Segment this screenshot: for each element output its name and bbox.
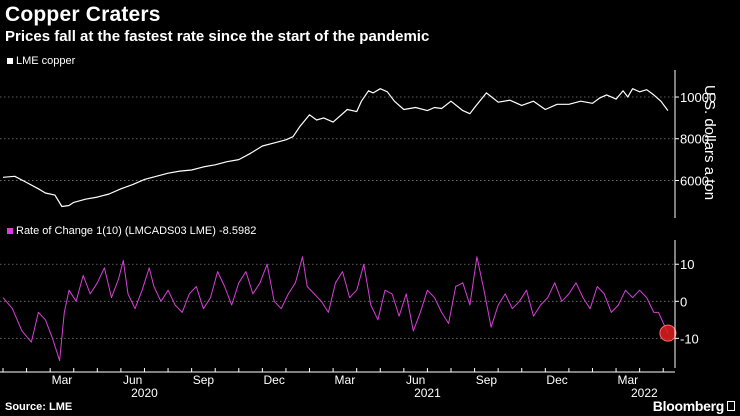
x-month-label: Sep — [193, 373, 215, 387]
copper-price-y-tick-label: 10000 — [680, 90, 716, 105]
price-legend-label: LME copper — [16, 55, 76, 67]
x-month-label: Sep — [476, 373, 498, 387]
x-year-label: 2021 — [414, 386, 441, 400]
roc-legend-swatch — [7, 228, 13, 234]
x-month-label: Dec — [263, 373, 284, 387]
price-y-axis-label: U.S. dollars a ton — [701, 85, 718, 200]
rate-of-change-series-line — [2, 256, 669, 362]
rate-of-change-y-tick-label: 10 — [680, 257, 694, 272]
rate-of-change-y-tick-label: 0 — [680, 294, 687, 309]
x-year-label: 2020 — [131, 386, 158, 400]
copper-price-y-tick-label: 8000 — [680, 132, 709, 147]
source-note: Source: LME — [5, 401, 73, 413]
chart-subtitle: Prices fall at the fastest rate since th… — [5, 28, 430, 45]
x-year-label: 2022 — [631, 386, 658, 400]
x-month-label: Mar — [52, 373, 73, 387]
x-month-label: Jun — [406, 373, 425, 387]
x-month-label: Mar — [335, 373, 356, 387]
price-legend-swatch — [7, 58, 13, 64]
x-month-label: Jun — [123, 373, 142, 387]
x-month-label: Dec — [546, 373, 567, 387]
roc-legend-label: Rate of Change 1(10) (LMCADS03 LME) -8.5… — [16, 225, 256, 237]
copper-price-y-tick-label: 6000 — [680, 173, 709, 188]
rate-of-change-y-tick-label: -10 — [680, 331, 699, 346]
brand-mark-icon — [727, 401, 735, 411]
roc-legend-last-value: -8.5982 — [219, 225, 256, 237]
chart-title: Copper Craters — [5, 3, 161, 26]
brand-logo-text: Bloomberg — [652, 398, 725, 414]
latest-value-marker — [659, 324, 677, 342]
x-month-label: Mar — [618, 373, 639, 387]
roc-legend-name: Rate of Change 1(10) (LMCADS03 LME) — [16, 225, 216, 237]
copper-price-series-line — [2, 88, 669, 208]
